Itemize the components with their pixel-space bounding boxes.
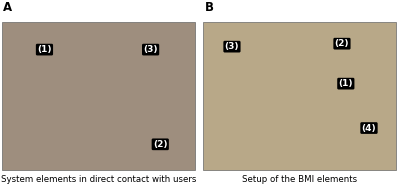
Bar (2, 22, 195, 170)
Text: (3): (3) (143, 45, 158, 54)
Text: A: A (3, 1, 12, 14)
Text: (2): (2) (153, 140, 168, 149)
Text: B: B (205, 1, 214, 14)
Text: (3): (3) (225, 42, 239, 51)
Text: (4): (4) (362, 124, 376, 133)
Text: (1): (1) (37, 45, 52, 54)
Text: Setup of the BMI elements: Setup of the BMI elements (242, 176, 357, 184)
Bar (203, 22, 396, 170)
Text: System elements in direct contact with users: System elements in direct contact with u… (1, 176, 196, 184)
Text: (1): (1) (338, 79, 353, 88)
Text: (2): (2) (335, 39, 349, 48)
